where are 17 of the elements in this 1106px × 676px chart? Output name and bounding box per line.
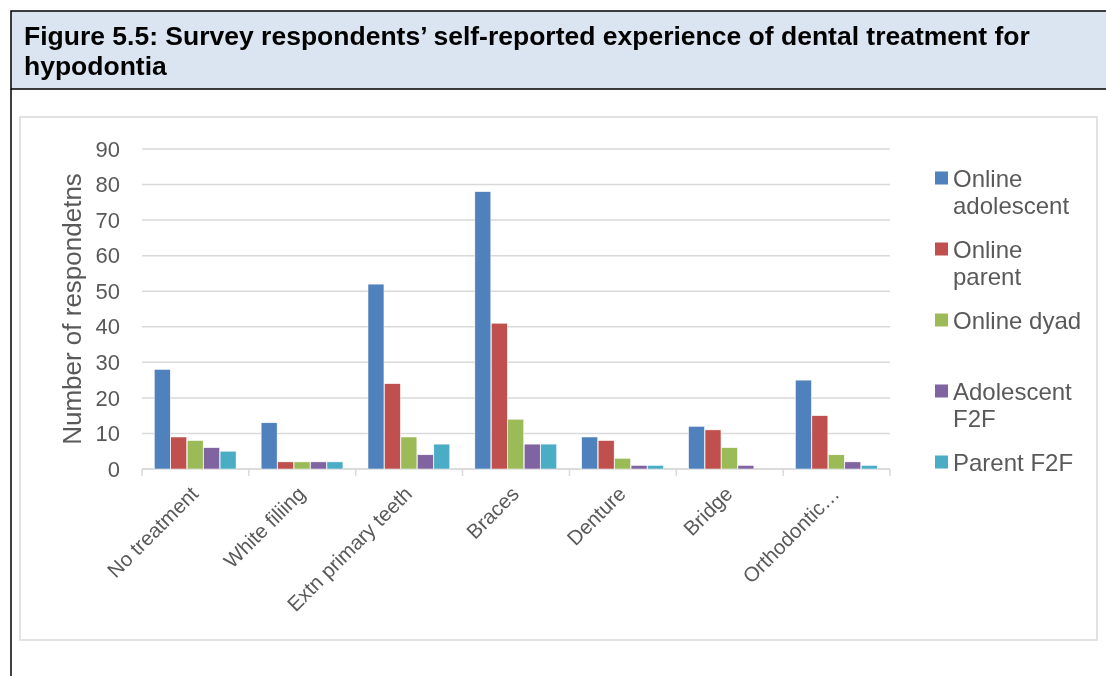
- y-tick-label: 80: [95, 172, 120, 198]
- y-axis-title: Number of respondetns: [57, 173, 87, 445]
- y-tick-label: 10: [95, 421, 120, 447]
- y-tick-label: 20: [95, 385, 120, 411]
- y-tick-label: 0: [107, 456, 120, 482]
- legend-label: Parent F2F: [953, 448, 1074, 476]
- y-tick-label: 70: [95, 207, 120, 233]
- legend-label: Adolescent F2F: [953, 377, 1073, 432]
- y-tick-label: 90: [95, 136, 120, 162]
- legend-label: Online adolescent: [953, 164, 1070, 219]
- legend-label: Online dyad: [953, 306, 1082, 334]
- y-tick-label: 40: [95, 314, 120, 340]
- y-tick-label: 30: [95, 350, 120, 376]
- y-tick-label: 60: [95, 243, 120, 269]
- y-tick-label: 50: [95, 278, 120, 304]
- legend-label: Online parent: [953, 235, 1023, 290]
- chart-title: Figure 5.5: Survey respondents’ self-reported experience of dental treatment for hypodontia: [24, 21, 1030, 81]
